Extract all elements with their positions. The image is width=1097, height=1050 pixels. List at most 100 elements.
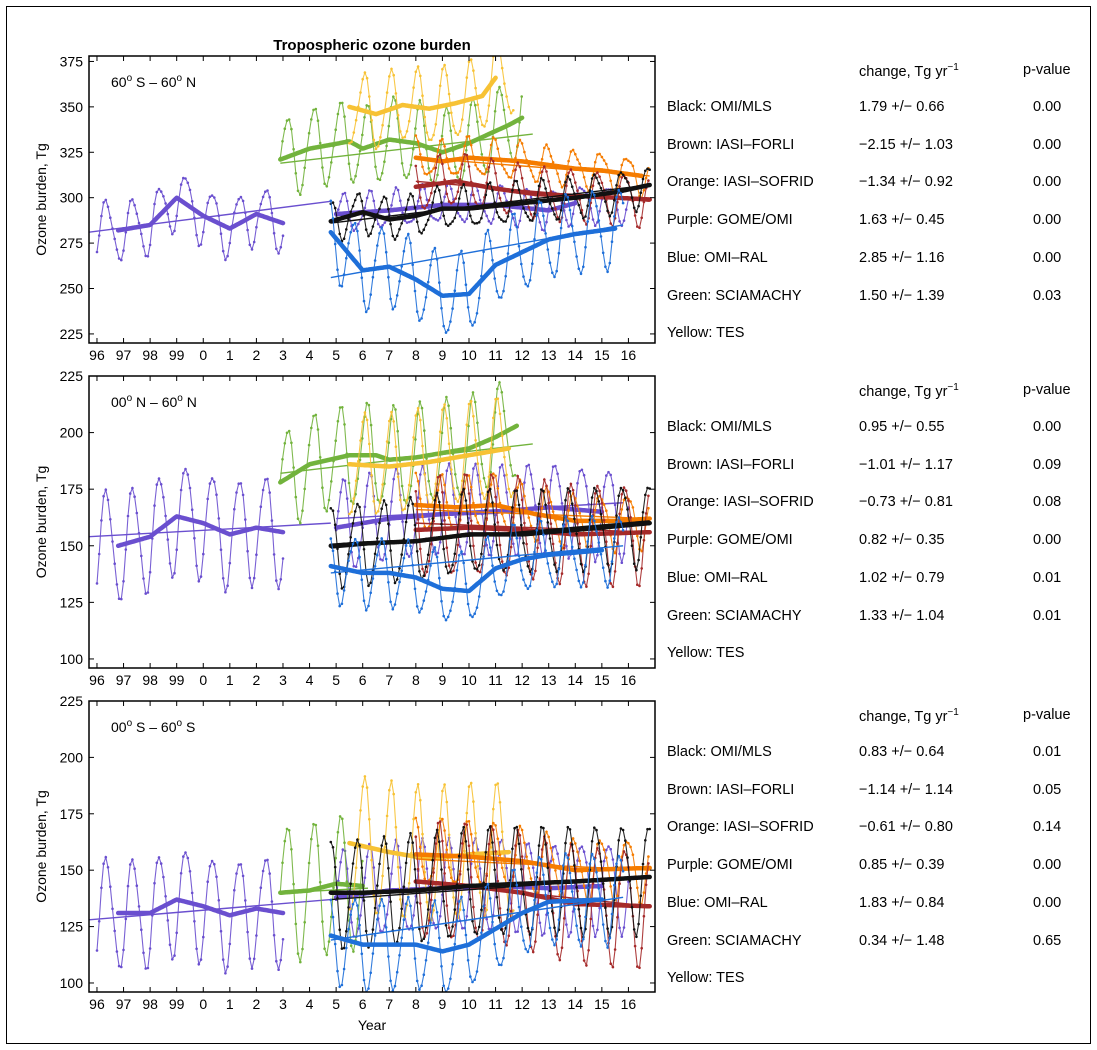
monthly-point xyxy=(534,569,537,573)
monthly-point xyxy=(485,917,489,921)
monthly-point xyxy=(480,908,483,912)
monthly-point xyxy=(476,103,480,106)
monthly-point xyxy=(478,198,482,202)
monthly-point xyxy=(618,512,621,516)
monthly-point xyxy=(396,188,400,192)
monthly-point xyxy=(485,485,488,489)
monthly-point xyxy=(513,489,516,493)
monthly-point xyxy=(491,841,494,844)
monthly-point xyxy=(617,839,620,842)
monthly-point xyxy=(173,229,176,233)
monthly-point xyxy=(602,485,606,489)
monthly-point xyxy=(616,200,619,204)
x-tick-label: 10 xyxy=(461,347,477,363)
monthly-point xyxy=(113,929,116,933)
monthly-point xyxy=(419,74,422,78)
monthly-point xyxy=(618,882,621,885)
monthly-point xyxy=(452,172,455,175)
monthly-point xyxy=(392,404,395,407)
monthly-point xyxy=(606,927,609,930)
monthly-point xyxy=(422,599,426,602)
x-tick-label: 97 xyxy=(116,996,132,1012)
monthly-point xyxy=(398,954,401,957)
monthly-point xyxy=(378,207,381,211)
monthly-point xyxy=(504,579,508,582)
monthly-point xyxy=(500,66,504,70)
monthly-point xyxy=(602,519,606,522)
monthly-point xyxy=(182,472,185,475)
monthly-point xyxy=(381,559,384,562)
monthly-point xyxy=(528,584,532,588)
monthly-point xyxy=(467,785,471,788)
stats-change: −1.14 +/− 1.14 xyxy=(859,781,953,798)
monthly-point xyxy=(446,987,450,990)
monthly-point xyxy=(294,922,298,926)
monthly-point xyxy=(497,916,501,919)
monthly-point xyxy=(604,939,607,943)
monthly-point xyxy=(318,456,322,459)
monthly-point xyxy=(577,267,581,271)
monthly-point xyxy=(487,927,491,931)
monthly-point xyxy=(179,183,183,186)
monthly-point xyxy=(506,215,510,218)
monthly-point xyxy=(495,211,499,214)
monthly-point xyxy=(436,551,440,555)
monthly-point xyxy=(472,193,475,197)
monthly-point xyxy=(618,185,621,188)
monthly-point xyxy=(371,928,375,931)
monthly-point xyxy=(467,516,471,520)
monthly-point xyxy=(426,908,430,911)
monthly-point xyxy=(454,515,458,519)
monthly-point xyxy=(486,228,490,232)
monthly-point xyxy=(157,187,161,191)
monthly-point xyxy=(413,957,417,960)
monthly-point xyxy=(226,254,229,258)
monthly-point xyxy=(452,880,455,883)
y-axis-label: Ozone burden, Tg xyxy=(33,143,49,256)
monthly-point xyxy=(556,852,559,855)
monthly-point xyxy=(442,547,446,551)
monthly-point xyxy=(478,493,482,496)
monthly-point xyxy=(598,152,601,156)
monthly-point xyxy=(376,884,379,887)
monthly-point xyxy=(399,498,402,502)
monthly-point xyxy=(259,886,263,889)
monthly-point xyxy=(618,926,621,930)
monthly-point xyxy=(429,921,432,924)
monthly-point xyxy=(469,519,473,523)
monthly-point xyxy=(329,199,333,203)
monthly-point xyxy=(343,479,347,483)
monthly-point xyxy=(413,206,417,209)
monthly-point xyxy=(394,186,398,189)
monthly-point xyxy=(531,219,534,222)
monthly-point xyxy=(389,600,392,604)
monthly-point xyxy=(472,467,475,470)
monthly-point xyxy=(403,173,406,177)
monthly-point xyxy=(607,470,610,474)
monthly-point xyxy=(608,936,612,940)
monthly-point xyxy=(443,483,446,487)
monthly-point xyxy=(531,175,535,178)
trend-line xyxy=(330,224,624,279)
monthly-point xyxy=(400,553,404,556)
monthly-point xyxy=(285,431,289,435)
stats-label: Blue: OMI–RAL xyxy=(667,249,768,266)
monthly-point xyxy=(595,530,598,533)
monthly-point xyxy=(488,239,492,243)
monthly-point xyxy=(440,201,443,204)
monthly-point xyxy=(602,859,606,863)
monthly-point xyxy=(555,218,558,221)
monthly-point xyxy=(350,140,353,144)
stats-change: 2.85 +/− 1.16 xyxy=(859,249,945,266)
monthly-point xyxy=(487,475,491,479)
monthly-point xyxy=(146,254,150,258)
monthly-point xyxy=(351,542,355,546)
monthly-point xyxy=(611,483,615,487)
monthly-point xyxy=(485,167,489,171)
monthly-point xyxy=(261,869,265,873)
monthly-point xyxy=(461,118,464,121)
monthly-point xyxy=(514,168,517,171)
monthly-point xyxy=(307,131,311,135)
monthly-point xyxy=(381,123,384,127)
monthly-point xyxy=(531,572,534,575)
